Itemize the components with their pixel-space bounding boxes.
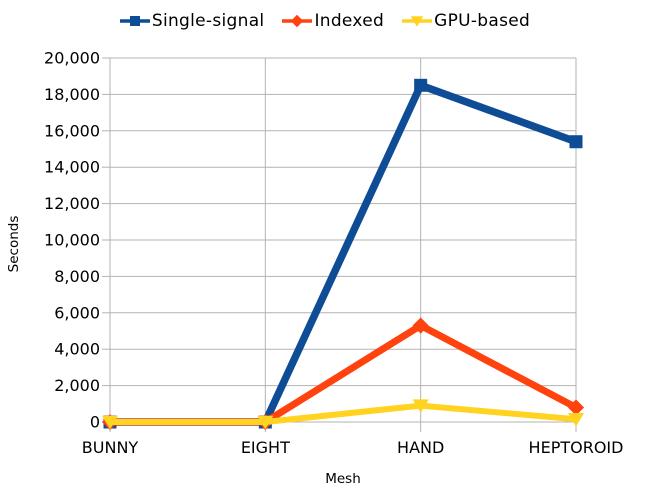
x-axis-title: Mesh [325,471,361,487]
legend-item-gpu-based[interactable]: GPU-based [402,11,530,31]
y-tick-label: 4,000 [54,340,100,359]
y-axis-title: Seconds [6,215,22,273]
y-tick-label: 0 [90,413,100,432]
x-category-label: EIGHT [241,438,290,457]
y-tick-label: 20,000 [44,49,100,68]
single-signal-legend-marker-icon [119,16,150,26]
data-point-marker[interactable] [567,399,585,416]
data-point-marker[interactable] [569,135,583,149]
y-tick-label: 18,000 [44,85,100,104]
legend-marker [129,16,140,26]
legend-label: GPU-based [434,11,531,31]
y-tick-label: 10,000 [44,231,100,250]
series-line [110,321,578,426]
data-point-marker[interactable] [412,399,429,413]
legend-item-single-signal[interactable]: Single-signal [119,11,265,31]
data-point-marker[interactable] [567,413,585,427]
x-category-label: BUNNY [82,438,139,457]
series-line [110,402,577,425]
x-category-label: HAND [397,438,444,457]
y-tick-label: 14,000 [44,158,100,177]
y-tick-label: 16,000 [44,121,100,140]
x-category-label: HEPTOROID [529,438,624,457]
legend-label: Single-signal [151,11,265,31]
data-point-marker[interactable] [414,78,428,92]
chart-legend: Single-signal Indexed GPU-based [0,8,650,34]
data-point-marker[interactable] [257,415,274,430]
legend-marker [410,16,424,27]
gpu-based-legend-marker-icon [402,16,433,27]
y-tick-label: 2,000 [54,376,100,395]
legend-marker [291,14,304,28]
y-tick-label: 8,000 [54,267,100,286]
y-tick-label: 12,000 [44,194,100,213]
legend-label: Indexed [314,11,385,31]
y-tick-label: 6,000 [54,303,100,322]
data-point-marker[interactable] [412,317,429,334]
legend-item-indexed[interactable]: Indexed [282,11,384,31]
data-point-marker[interactable] [101,415,119,430]
indexed-legend-marker-icon [282,14,313,28]
series-gpu-based [101,399,585,430]
